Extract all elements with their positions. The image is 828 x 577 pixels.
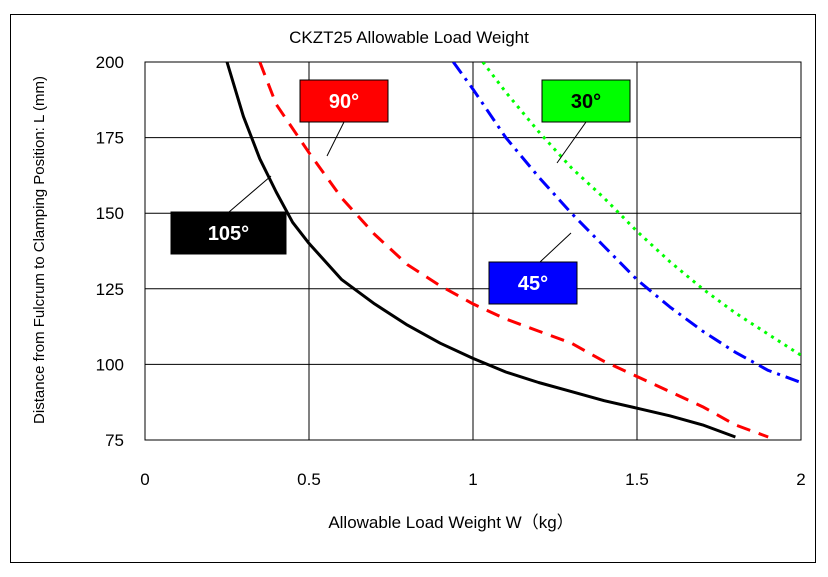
x-tick-label: 0 (140, 470, 149, 489)
x-axis-label: Allowable Load Weight W（kg） (328, 513, 573, 532)
y-tick-label: 200 (96, 53, 124, 72)
series-label-box (541, 79, 631, 123)
series-label-box (488, 261, 578, 305)
y-axis-label: Distance from Fulcrum to Clamping Positi… (31, 76, 48, 424)
y-tick-label: 75 (105, 431, 124, 450)
series-line-0 (225, 62, 736, 439)
series-line-1 (258, 62, 769, 439)
y-tick-label: 125 (96, 280, 124, 299)
series-line-3 (481, 62, 801, 357)
y-tick-label: 150 (96, 204, 124, 223)
chart-title: CKZT25 Allowable Load Weight (289, 28, 529, 47)
label-leader-line (326, 121, 345, 157)
series-line-2 (452, 62, 801, 384)
x-tick-label: 1.5 (625, 470, 649, 489)
y-tick-label: 175 (96, 129, 124, 148)
label-leader-line (556, 121, 587, 164)
y-tick-label: 100 (96, 355, 124, 374)
x-tick-label: 0.5 (297, 470, 321, 489)
series-label: 45° (518, 273, 548, 295)
series-label-box (170, 211, 287, 255)
series-label: 30° (571, 91, 601, 113)
x-tick-label: 1 (468, 470, 477, 489)
label-leader-line (228, 175, 272, 213)
series-label-box (299, 79, 389, 123)
x-tick-label: 2 (796, 470, 805, 489)
series-label: 105° (208, 223, 249, 245)
label-leader-line (539, 232, 572, 263)
series-label: 90° (329, 91, 359, 113)
